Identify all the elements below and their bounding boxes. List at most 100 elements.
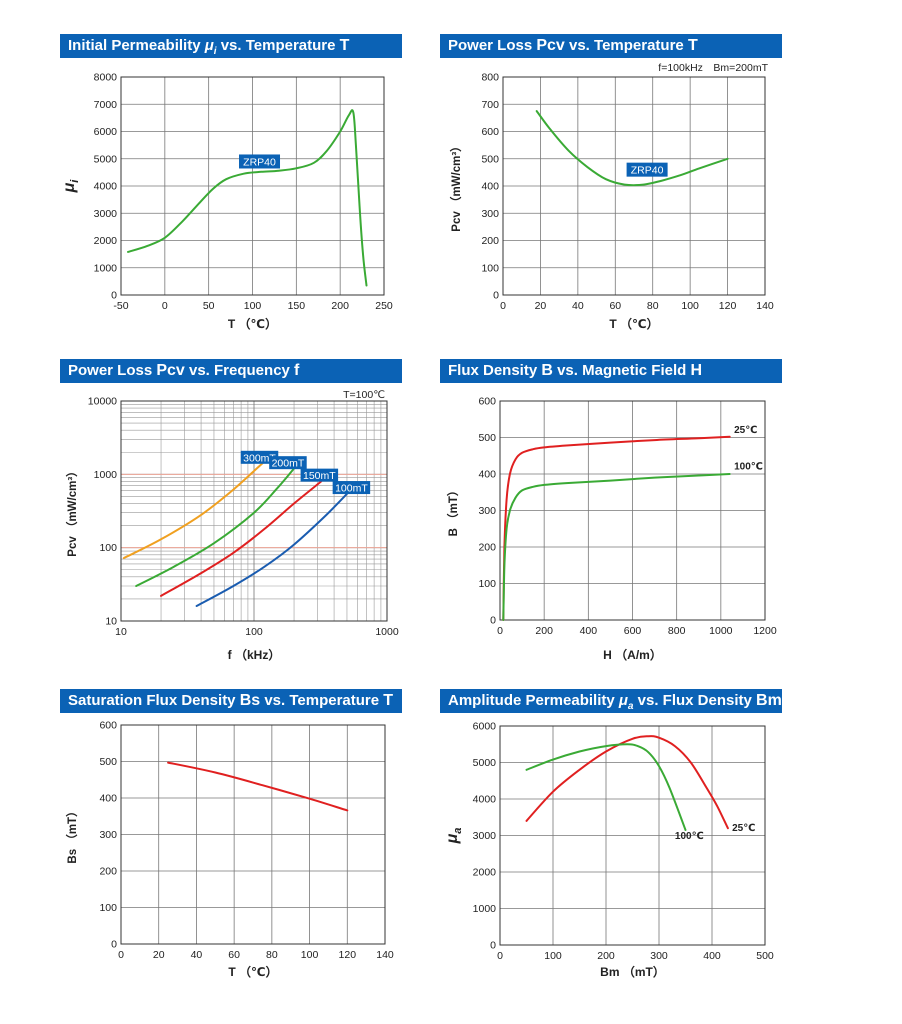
annotation-label: ZRP40 [631, 165, 664, 177]
x-tick-label: 0 [497, 625, 503, 637]
x-axis-label: T （℃） [228, 316, 277, 331]
series-label: 300mT [243, 452, 276, 464]
y-tick-label: 10000 [88, 396, 117, 408]
x-tick-label: 300 [650, 950, 668, 962]
plot-frame [120, 724, 386, 945]
y-tick-label: 700 [481, 99, 499, 111]
y-axis-subscript: i [69, 179, 81, 183]
x-axis-label: Bm （mT） [600, 964, 665, 979]
x-tick-label: 100 [244, 300, 262, 312]
title-mid: vs. Frequency [184, 362, 295, 379]
y-tick-label: 0 [111, 290, 117, 302]
title-bold: B [541, 362, 553, 379]
series-label-box [332, 481, 371, 495]
series-line-150mT [160, 480, 323, 597]
tick-labels: -50 0 50 100 150 200 2500100020003000400050006… [94, 72, 393, 313]
title-bold2: H [690, 362, 703, 379]
title-subscript: a [627, 701, 634, 712]
chart-title-amplitude-permeability: Amplitude Permeability μa vs. Flux Densi… [440, 689, 782, 713]
title-pre: Saturation Flux Density [68, 692, 240, 709]
title-pre: Amplitude Permeability [448, 692, 619, 709]
x-tick-label: 0 [500, 300, 506, 312]
y-tick-label: 1000 [473, 903, 497, 915]
x-tick-label: 200 [331, 300, 349, 312]
y-tick-label: 10 [105, 616, 117, 628]
series-line-300mT [122, 456, 271, 560]
y-axis-label: μa [444, 828, 464, 845]
x-tick-label: 140 [376, 949, 394, 961]
chart-mu_T: -50 0 50 100 150 200 2500100020003000400050006… [61, 72, 393, 332]
grid [120, 400, 388, 622]
title-bold: Bs [239, 692, 261, 709]
y-tick-label: 6000 [94, 126, 118, 138]
annotation-box [239, 154, 281, 169]
chart-title-saturation-vs-temperature: Saturation Flux Density Bs vs. Temperatu… [60, 689, 402, 713]
title-bold2: T [687, 37, 698, 54]
x-tick-label: 250 [375, 300, 393, 312]
y-axis-label: Bs （mT） [65, 805, 79, 863]
x-tick-label: 100 [544, 950, 562, 962]
series-label: 150mT [303, 470, 336, 482]
chart-note: f=100kHz Bm=200mT [658, 62, 768, 74]
x-tick-label: 140 [756, 300, 774, 312]
y-axis-label: Pcv （mW/cm³） [449, 140, 463, 231]
y-tick-label: 6000 [473, 721, 497, 733]
y-tick-label: 3000 [473, 830, 497, 842]
title-bold: Pcv [156, 362, 185, 379]
chart-pcv_f: 10 100 1000 10 100 1000 10000 f （kHz） Pcv （mW/cm… [65, 389, 399, 662]
chart-pcv_T: 0 20 40 60 80 100 120 140 0 100 200 300 400 500 600 700… [449, 62, 774, 331]
x-tick-label: 0 [497, 950, 503, 962]
y-tick-label: 1000 [94, 262, 118, 274]
y-tick-label: 300 [478, 505, 496, 517]
x-tick-label: 150 [288, 300, 306, 312]
series-line [127, 109, 368, 287]
chart-mua_Bm: 0 100 200 300 400 500010002000300040005000600… [444, 721, 774, 980]
y-axis-label: μi [61, 179, 81, 194]
y-tick-label: 0 [111, 939, 117, 951]
x-tick-label: 80 [266, 949, 278, 961]
annotation-box [626, 162, 668, 177]
grid [120, 76, 385, 296]
tick-labels: 0 20 40 60 80 100 120 140 0 100 200 300 400 500 600 700… [481, 72, 773, 313]
series-line-100℃ [525, 743, 687, 831]
chart-title-powerloss-vs-temperature: Power Loss Pcv vs. Temperature T [440, 34, 782, 58]
title-mid: vs. Temperature [216, 37, 340, 54]
y-tick-label: 500 [99, 756, 117, 768]
y-tick-label: 100 [99, 902, 117, 914]
y-tick-label: 500 [478, 432, 496, 444]
x-tick-label: 200 [535, 625, 553, 637]
y-tick-label: 8000 [94, 72, 118, 84]
x-tick-label: 50 [203, 300, 215, 312]
y-tick-label: 300 [99, 829, 117, 841]
series-label: 25℃ [732, 823, 755, 834]
y-tick-label: 400 [478, 469, 496, 481]
chart-note: T=100℃ [343, 389, 385, 401]
y-tick-label: 1000 [94, 469, 118, 481]
y-axis-subscript: a [452, 828, 464, 834]
title-pre: Initial Permeability [68, 37, 205, 54]
title-symbol: μ [204, 37, 214, 54]
x-tick-label: 200 [597, 950, 615, 962]
series-group [525, 735, 729, 831]
series-group [502, 435, 731, 621]
title-mid: vs. Flux Density [633, 692, 757, 709]
title-mid: vs. Magnetic Field [552, 362, 691, 379]
y-tick-label: 300 [481, 208, 499, 220]
y-tick-label: 2000 [473, 867, 497, 879]
series-line-25℃ [525, 735, 729, 830]
series-label: 25℃ [734, 425, 757, 436]
title-symbol: μ [618, 692, 628, 709]
series-label-box [269, 456, 307, 470]
y-tick-label: 2000 [94, 235, 118, 247]
title-mid: vs. Temperature [260, 692, 384, 709]
x-axis-label: T （℃） [609, 316, 658, 331]
x-tick-label: 100 [681, 300, 699, 312]
title-bold: Bm [756, 692, 782, 709]
x-tick-label: 1000 [375, 626, 399, 638]
x-tick-label: 120 [719, 300, 737, 312]
x-tick-label: 40 [191, 949, 203, 961]
y-tick-label: 4000 [94, 181, 118, 193]
y-tick-label: 3000 [94, 208, 118, 220]
y-tick-label: 600 [99, 720, 117, 732]
annotation-label: ZRP40 [243, 156, 276, 168]
